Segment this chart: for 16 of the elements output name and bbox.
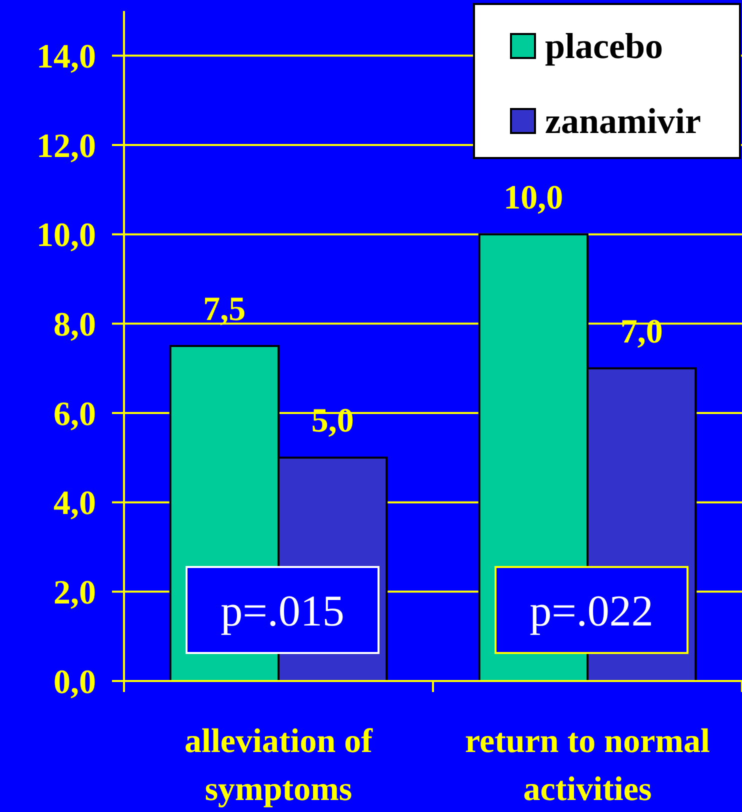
- data-label: 10,0: [504, 179, 564, 216]
- y-tick-label: 8,0: [54, 306, 96, 344]
- y-tick-label: 6,0: [54, 396, 96, 433]
- y-tick-label: 10,0: [36, 217, 96, 254]
- legend-label: zanamivir: [545, 101, 701, 141]
- y-tick-label: 2,0: [54, 574, 96, 612]
- y-tick-label: 14,0: [36, 38, 96, 76]
- legend-label: placebo: [545, 26, 664, 66]
- data-label: 7,5: [203, 291, 246, 328]
- annotation: p=.022: [530, 586, 654, 636]
- x-tick-label: return to normal activities: [465, 723, 710, 808]
- x-tick-label: alleviation of symptoms: [184, 723, 374, 808]
- y-tick-label: 4,0: [54, 485, 96, 522]
- y-tick-label: 0,0: [54, 664, 96, 701]
- annotation: p=.015: [220, 586, 344, 636]
- y-tick-label: 12,0: [36, 128, 96, 165]
